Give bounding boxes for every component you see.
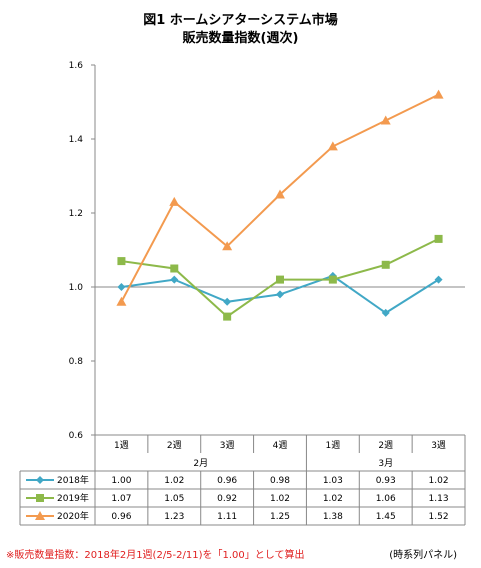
table-cell: 1.13 [429, 494, 449, 504]
table-cell: 1.02 [270, 494, 290, 504]
chart-title: 図1 ホームシアターシステム市場 [143, 13, 338, 28]
data-point [433, 89, 444, 99]
table-cell: 1.06 [376, 494, 396, 504]
y-tick-label: 0.6 [69, 431, 84, 441]
index-note: ※販売数量指数：2018年2月1週(2/5-2/11)を「1.00」として算出 [6, 550, 305, 561]
table-cell: 1.07 [111, 494, 131, 504]
y-tick-label: 1.4 [69, 135, 84, 145]
table-cell: 1.25 [270, 512, 290, 522]
data-point [170, 275, 179, 284]
x-group-label: 3月 [378, 458, 393, 469]
table-cell: 1.11 [217, 512, 237, 522]
data-point [276, 290, 284, 299]
table-cell: 0.92 [217, 494, 237, 504]
data-point [381, 308, 390, 317]
legend-marker [35, 511, 45, 520]
data-point [169, 196, 180, 206]
table-cell: 1.02 [323, 494, 343, 504]
table-cell: 1.05 [164, 494, 184, 504]
data-point [117, 257, 126, 266]
table-cell: 1.02 [164, 476, 184, 486]
x-tick-label: 3週 [220, 440, 235, 451]
data-point [116, 296, 127, 306]
data-point [223, 312, 232, 321]
x-tick-label: 3週 [431, 440, 446, 451]
data-point [170, 264, 179, 273]
table-cell: 0.98 [270, 476, 290, 486]
x-tick-label: 2週 [378, 440, 393, 451]
table-cell: 1.23 [164, 512, 184, 522]
table-cell: 0.93 [376, 476, 396, 486]
table-cell: 1.38 [323, 512, 343, 522]
x-tick-label: 1週 [325, 440, 340, 451]
table-cell: 1.52 [429, 512, 449, 522]
legend-marker [36, 476, 44, 484]
data-point [434, 234, 443, 243]
data-point [327, 141, 338, 151]
legend-marker [36, 494, 44, 502]
x-group-label: 2月 [193, 458, 208, 469]
data-point [434, 275, 443, 284]
table-cell: 1.02 [429, 476, 449, 486]
legend-label: 2018年 [57, 474, 89, 486]
data-point [223, 297, 232, 306]
x-tick-label: 1週 [114, 440, 129, 451]
data-point [275, 189, 285, 199]
data-point [380, 115, 391, 125]
table-cell: 1.03 [323, 476, 343, 486]
table-cell: 0.96 [111, 512, 131, 522]
x-tick-label: 2週 [167, 440, 182, 451]
data-point [381, 260, 390, 269]
table-cell: 1.00 [111, 476, 131, 486]
table-cell: 1.45 [376, 512, 396, 522]
legend-label: 2020年 [57, 510, 89, 522]
y-tick-label: 1.6 [69, 61, 84, 71]
y-tick-label: 0.8 [69, 357, 84, 367]
data-point [222, 241, 233, 251]
table-cell: 0.96 [217, 476, 237, 486]
data-point [117, 283, 126, 291]
y-tick-label: 1.0 [69, 283, 84, 293]
chart-subtitle: 販売数量指数(週次) [182, 31, 299, 46]
source-label: (時系列パネル) [389, 550, 457, 561]
y-tick-label: 1.2 [69, 209, 83, 219]
data-point [276, 275, 284, 284]
data-point [328, 275, 337, 284]
legend-label: 2019年 [57, 492, 89, 504]
x-tick-label: 4週 [273, 440, 288, 451]
